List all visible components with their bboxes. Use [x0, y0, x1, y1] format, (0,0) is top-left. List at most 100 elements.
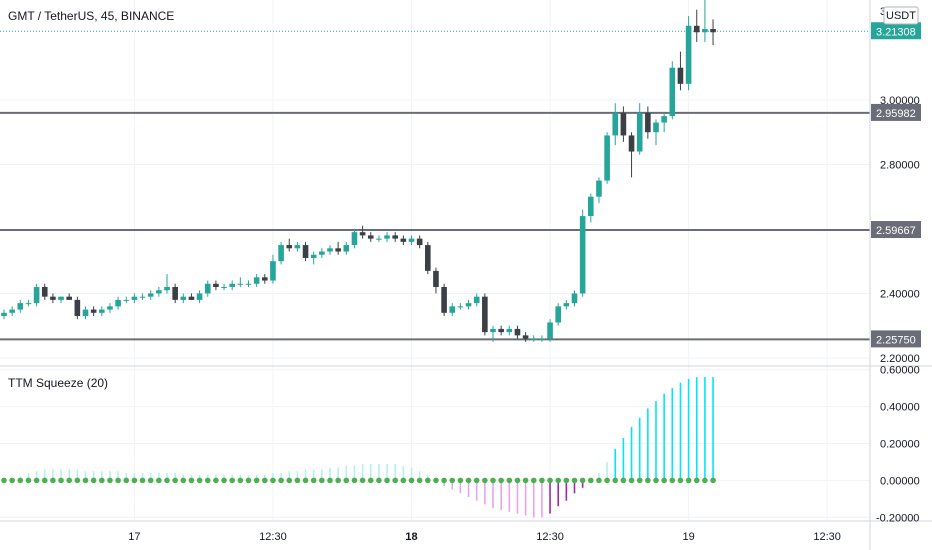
- squeeze-dot: [123, 477, 130, 484]
- candle: [245, 280, 252, 287]
- squeeze-dot: [131, 477, 138, 484]
- indicator-tick-label: -0.20000: [876, 512, 919, 524]
- candle: [539, 335, 545, 342]
- candle: [498, 325, 504, 336]
- candle: [465, 299, 472, 310]
- candle: [156, 286, 162, 297]
- candle: [425, 241, 431, 275]
- price-tick-label: 2.20000: [880, 353, 920, 365]
- candle: [164, 274, 170, 294]
- squeeze-dot: [702, 477, 708, 484]
- squeeze-dot: [188, 477, 195, 484]
- squeeze-dot: [1, 477, 7, 484]
- candle: [270, 254, 276, 284]
- currency-badge[interactable]: USDT: [883, 6, 919, 25]
- squeeze-dot: [74, 477, 81, 484]
- candle: [99, 306, 105, 317]
- candle: [506, 325, 513, 336]
- indicator-tick-label: 0.00000: [880, 475, 920, 487]
- candle: [327, 245, 333, 255]
- candle: [596, 177, 602, 204]
- squeeze-dot: [693, 477, 700, 484]
- squeeze-dot: [213, 477, 219, 484]
- candle: [204, 280, 211, 297]
- candle: [139, 293, 146, 300]
- candle: [25, 299, 32, 307]
- squeeze-dot: [555, 477, 561, 484]
- candle: [229, 280, 235, 291]
- squeeze-dot: [359, 477, 366, 484]
- candle: [115, 296, 121, 310]
- squeeze-dot: [579, 477, 586, 484]
- candle: [620, 106, 627, 142]
- candle: [131, 293, 138, 304]
- squeeze-dot: [286, 477, 293, 484]
- candle: [473, 293, 480, 307]
- candle: [310, 251, 317, 265]
- squeeze-dot: [498, 477, 504, 484]
- squeeze-dot: [237, 477, 244, 484]
- squeeze-dot: [384, 477, 390, 484]
- candle: [449, 303, 456, 317]
- candle: [653, 119, 659, 146]
- price-tick-label: 2.80000: [880, 159, 920, 171]
- level-tag: [871, 103, 921, 121]
- candle: [482, 293, 488, 336]
- squeeze-dot: [270, 477, 276, 484]
- squeeze-dot: [33, 477, 40, 484]
- candle: [253, 274, 260, 287]
- squeeze-dot: [685, 477, 692, 484]
- last-price-tag-label: 3.21308: [876, 26, 916, 38]
- squeeze-dot: [99, 477, 105, 484]
- candle: [612, 103, 619, 146]
- candle: [196, 290, 203, 304]
- squeeze-dot: [41, 477, 48, 484]
- candle: [661, 112, 667, 133]
- candle: [490, 325, 496, 342]
- squeeze-dot: [563, 477, 570, 484]
- squeeze-dot: [172, 477, 178, 484]
- candle: [302, 241, 309, 262]
- squeeze-dot: [628, 477, 635, 484]
- squeeze-dot: [473, 477, 480, 484]
- horizontal-levels[interactable]: [0, 111, 870, 341]
- level-tag-label: 2.95982: [876, 108, 916, 120]
- squeeze-dot: [82, 477, 89, 484]
- candle: [710, 19, 716, 46]
- time-axis[interactable]: 17 12:30 18 12:30 19 12:30: [128, 531, 841, 543]
- squeeze-dot: [156, 477, 162, 484]
- squeeze-dot: [522, 477, 529, 484]
- candle: [685, 16, 692, 91]
- time-tick-label: 12:30: [813, 531, 841, 543]
- squeeze-dot: [596, 477, 602, 484]
- squeeze-histogram: [19, 377, 714, 518]
- candle: [237, 277, 244, 287]
- last-price-tag: [871, 22, 921, 40]
- candle: [123, 296, 130, 304]
- indicator-axis[interactable]: 0.60000 0.40000 0.20000 0.00000 -0.20000: [876, 365, 920, 525]
- candle: [392, 232, 398, 242]
- indicator-title: TTM Squeeze (20): [8, 376, 108, 390]
- squeeze-dot: [319, 477, 325, 484]
- candle: [319, 248, 325, 258]
- chart-title: GMT / TetherUS, 45, BINANCE: [8, 9, 174, 23]
- squeeze-dot: [425, 477, 431, 484]
- squeeze-dot: [482, 477, 488, 484]
- squeeze-dot: [229, 477, 235, 484]
- candle: [50, 293, 56, 304]
- candle: [66, 293, 72, 300]
- squeeze-dots: [1, 477, 716, 484]
- squeeze-dot: [351, 477, 358, 484]
- squeeze-dot: [302, 477, 309, 484]
- squeeze-dot: [367, 477, 374, 484]
- squeeze-dot: [90, 477, 97, 484]
- candle: [82, 306, 89, 320]
- candle: [147, 290, 154, 300]
- squeeze-dot: [66, 477, 72, 484]
- squeeze-dot: [433, 477, 439, 484]
- candle: [74, 296, 81, 320]
- squeeze-dot: [245, 477, 252, 484]
- candle: [433, 267, 439, 294]
- candle: [457, 303, 464, 310]
